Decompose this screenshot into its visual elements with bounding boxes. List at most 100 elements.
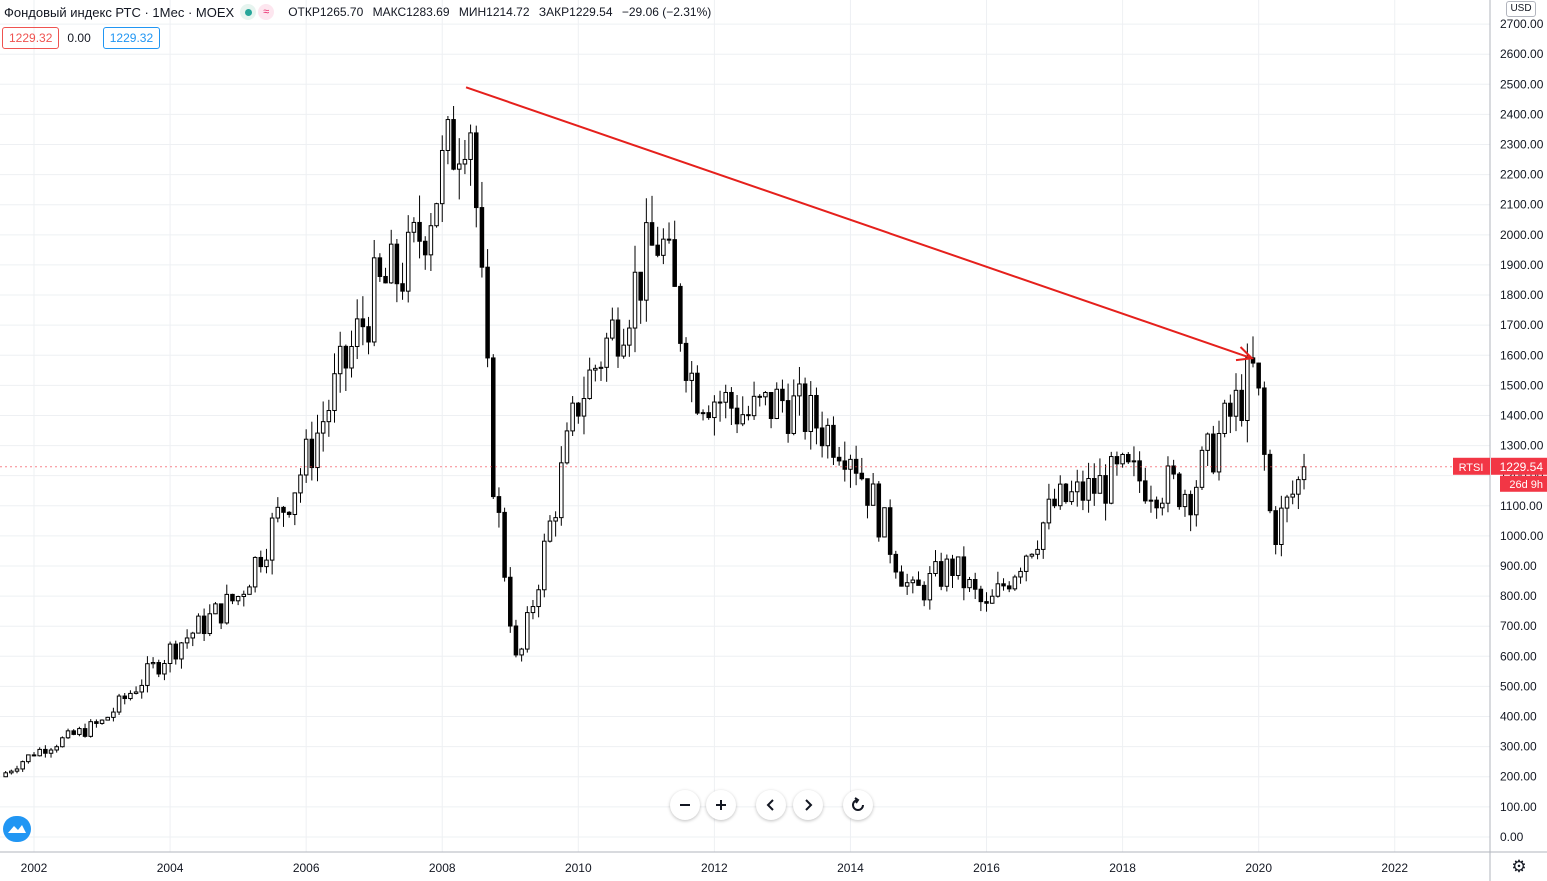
candle-body	[1006, 585, 1012, 590]
y-tick-label: 1900.00	[1500, 258, 1544, 272]
reset-chart-button[interactable]	[843, 790, 873, 820]
x-tick-label: 2022	[1381, 861, 1408, 875]
zoom-in-button[interactable]	[706, 790, 736, 820]
candle-body	[774, 388, 780, 419]
candle-body	[207, 613, 213, 635]
candle-body	[428, 225, 434, 256]
candle-body	[1177, 473, 1182, 508]
candle-body	[955, 556, 961, 576]
candle-body	[31, 754, 37, 757]
y-tick-label: 2100.00	[1500, 198, 1544, 212]
zoom-out-button[interactable]	[670, 790, 700, 820]
candle-body	[1250, 357, 1256, 364]
candle-body	[122, 695, 127, 700]
indicator-inputs: 1229.32 0.00 1229.32	[2, 27, 161, 49]
candle-body	[434, 203, 439, 227]
y-tick-label: 2000.00	[1500, 228, 1544, 242]
candle-body	[717, 401, 723, 404]
candle-body	[88, 721, 93, 737]
candle-body	[825, 424, 831, 447]
candle-body	[388, 243, 394, 284]
input-box-right[interactable]: 1229.32	[102, 27, 161, 49]
candle-body	[672, 239, 677, 287]
candle-body	[627, 327, 632, 346]
candle-body	[967, 579, 972, 589]
candle-body	[354, 318, 360, 347]
candle-body	[593, 367, 598, 371]
candle-body	[71, 730, 76, 735]
input-box-left[interactable]: 1229.32	[2, 27, 60, 49]
candle-body	[162, 663, 167, 675]
candle-body	[746, 414, 751, 417]
candle-body	[139, 684, 145, 693]
candle-body	[1273, 510, 1278, 545]
x-tick-label: 2016	[973, 861, 1000, 875]
candle-body	[666, 238, 672, 241]
candle-body	[371, 257, 377, 343]
candle-body	[360, 318, 366, 328]
candle-body	[1097, 475, 1103, 494]
candle-body	[456, 163, 462, 170]
candle-body	[320, 421, 326, 434]
symbol-title[interactable]: Фондовый индекс РТС · 1Мес · MOEX	[4, 4, 235, 20]
candle-body	[60, 737, 65, 748]
candle-body	[876, 483, 882, 538]
compare-icon[interactable]: ≈	[258, 4, 275, 20]
candle-body	[269, 517, 275, 561]
candle-body	[1256, 362, 1261, 389]
candle-body	[1205, 433, 1210, 451]
high-label: МАКС	[372, 5, 407, 19]
candle-body	[405, 231, 411, 292]
candle-body	[870, 483, 876, 506]
candle-body	[241, 593, 247, 597]
candle-body	[116, 695, 122, 713]
candle-body	[768, 391, 774, 419]
candle-body	[814, 394, 819, 429]
x-tick-label: 2014	[837, 861, 864, 875]
candle-body	[995, 583, 1001, 597]
market-status-icon[interactable]	[240, 4, 257, 20]
candle-body	[938, 561, 944, 587]
candle-body	[978, 588, 984, 603]
candle-body	[1143, 480, 1148, 502]
candle-body	[1211, 433, 1216, 473]
candle-body	[1131, 460, 1137, 463]
candle-body	[190, 632, 196, 639]
candle-body	[700, 412, 706, 415]
trendline	[465, 86, 1253, 360]
candle-body	[1284, 496, 1290, 509]
scroll-left-button[interactable]	[756, 790, 786, 820]
tradingview-logo-icon[interactable]	[3, 816, 31, 842]
currency-badge[interactable]: USD	[1506, 1, 1536, 17]
candle-body	[559, 462, 564, 519]
candle-body	[1171, 465, 1176, 475]
candle-body	[638, 271, 643, 301]
y-tick-label: 1100.00	[1500, 499, 1543, 513]
change-value: −29.06 (−2.31%)	[621, 5, 712, 19]
candle-body	[1126, 453, 1131, 463]
x-tick-label: 2006	[293, 861, 320, 875]
candle-body	[1052, 498, 1057, 507]
candle-body	[1233, 389, 1239, 417]
y-tick-label: 2700.00	[1500, 17, 1544, 31]
candle-body	[502, 511, 507, 578]
candle-body	[1267, 453, 1273, 512]
candle-body	[1001, 583, 1006, 587]
chevron-left-icon	[766, 799, 774, 811]
candle-body	[780, 388, 785, 402]
candle-body	[332, 373, 337, 412]
scroll-right-button[interactable]	[793, 790, 823, 820]
candle-body	[1109, 456, 1114, 504]
candle-body	[173, 643, 179, 660]
candle-body	[581, 398, 587, 417]
candle-body	[43, 748, 48, 754]
y-tick-label: 1600.00	[1500, 348, 1544, 362]
candle-body	[615, 319, 621, 357]
candle-body	[763, 391, 768, 398]
candle-body	[1228, 402, 1233, 417]
candle-body	[751, 395, 757, 417]
gear-icon[interactable]: ⚙	[1511, 857, 1527, 876]
candle-body	[99, 719, 105, 724]
candle-body	[842, 460, 848, 470]
